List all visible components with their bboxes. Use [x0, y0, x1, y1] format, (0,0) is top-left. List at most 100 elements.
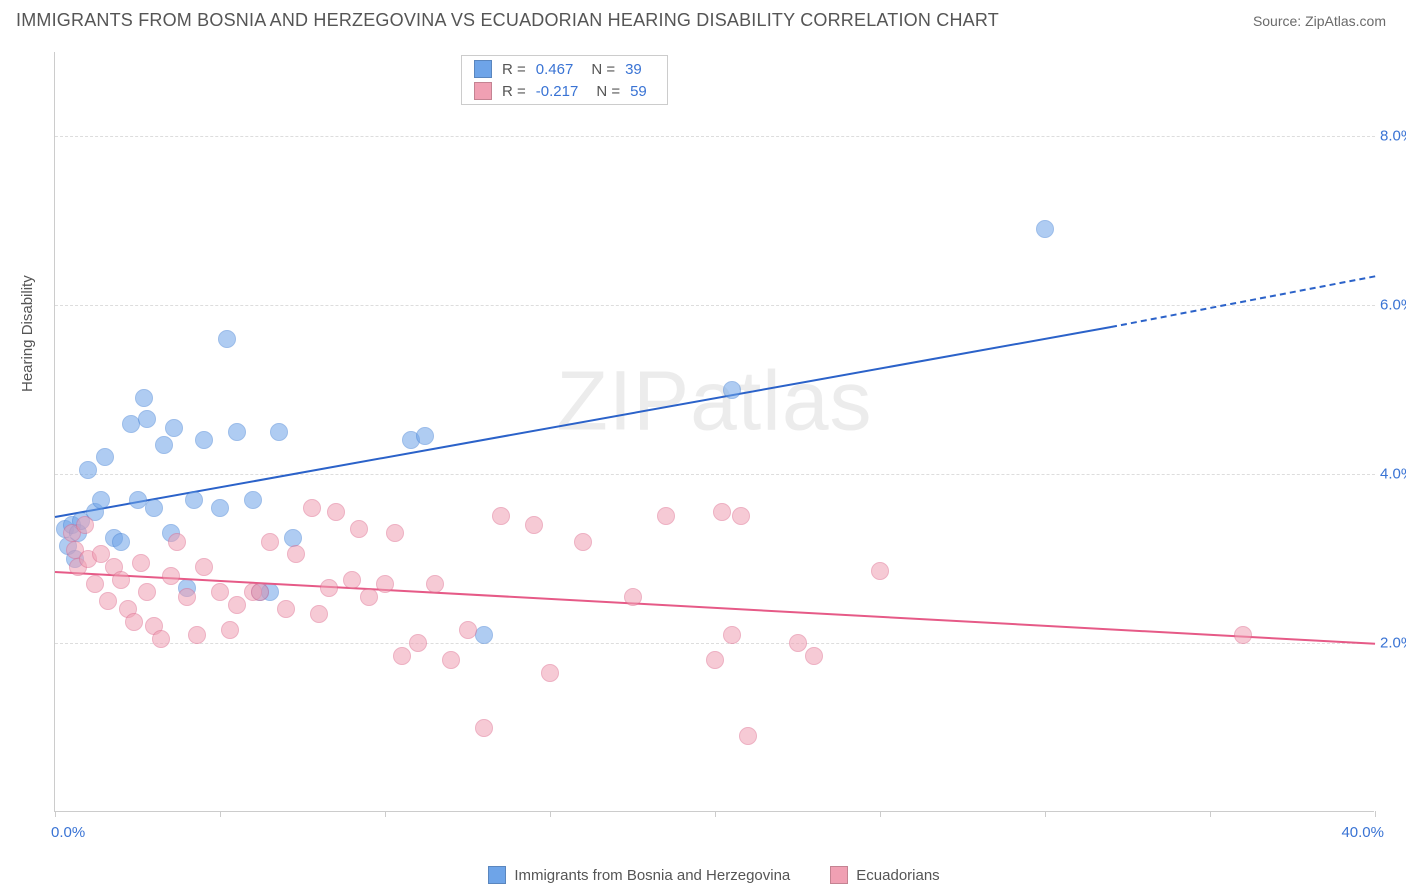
data-point: [303, 499, 321, 517]
data-point: [713, 503, 731, 521]
stat-n-value: 59: [630, 83, 647, 100]
y-tick-label: 8.0%: [1380, 128, 1406, 145]
data-point: [376, 575, 394, 593]
stat-row: R =-0.217N =59: [462, 80, 667, 102]
data-point: [221, 621, 239, 639]
data-point: [96, 448, 114, 466]
data-point: [155, 436, 173, 454]
stat-n-label: N =: [591, 61, 615, 78]
trend-line: [55, 326, 1111, 518]
data-point: [871, 562, 889, 580]
source-attribution: Source: ZipAtlas.com: [1253, 13, 1386, 29]
data-point: [723, 626, 741, 644]
gridline: [55, 305, 1375, 306]
data-point: [426, 575, 444, 593]
data-point: [129, 491, 147, 509]
x-tick: [220, 811, 221, 817]
trend-line: [55, 571, 1375, 645]
data-point: [789, 634, 807, 652]
x-tick: [1375, 811, 1376, 817]
data-point: [492, 507, 510, 525]
data-point: [393, 647, 411, 665]
data-point: [442, 651, 460, 669]
x-tick: [1045, 811, 1046, 817]
x-tick: [550, 811, 551, 817]
data-point: [805, 647, 823, 665]
data-point: [475, 626, 493, 644]
x-axis-min-label: 0.0%: [51, 824, 85, 841]
legend-item: Ecuadorians: [830, 866, 939, 884]
y-tick-label: 6.0%: [1380, 297, 1406, 314]
data-point: [125, 613, 143, 631]
data-point: [416, 427, 434, 445]
legend-item: Immigrants from Bosnia and Herzegovina: [488, 866, 790, 884]
data-point: [211, 583, 229, 601]
data-point: [228, 423, 246, 441]
data-point: [112, 571, 130, 589]
data-point: [244, 491, 262, 509]
series-swatch: [830, 866, 848, 884]
data-point: [211, 499, 229, 517]
stat-n-label: N =: [596, 83, 620, 100]
data-point: [739, 727, 757, 745]
data-point: [138, 410, 156, 428]
x-axis-max-label: 40.0%: [1341, 824, 1384, 841]
legend-label: Ecuadorians: [856, 867, 939, 884]
data-point: [541, 664, 559, 682]
data-point: [99, 592, 117, 610]
data-point: [92, 491, 110, 509]
data-point: [284, 529, 302, 547]
watermark: ZIPatlas: [556, 353, 872, 450]
data-point: [327, 503, 345, 521]
data-point: [178, 588, 196, 606]
data-point: [343, 571, 361, 589]
x-tick: [1210, 811, 1211, 817]
data-point: [350, 520, 368, 538]
data-point: [195, 431, 213, 449]
data-point: [79, 461, 97, 479]
stat-r-value: 0.467: [536, 61, 574, 78]
gridline: [55, 474, 1375, 475]
data-point: [152, 630, 170, 648]
series-legend: Immigrants from Bosnia and Herzegovina Ec…: [54, 866, 1374, 884]
stat-r-label: R =: [502, 83, 526, 100]
data-point: [475, 719, 493, 737]
series-swatch: [474, 82, 492, 100]
stat-row: R =0.467N =39: [462, 58, 667, 80]
y-tick-label: 2.0%: [1380, 635, 1406, 652]
chart-title: IMMIGRANTS FROM BOSNIA AND HERZEGOVINA V…: [16, 10, 999, 31]
data-point: [76, 516, 94, 534]
data-point: [1036, 220, 1054, 238]
data-point: [386, 524, 404, 542]
data-point: [624, 588, 642, 606]
data-point: [132, 554, 150, 572]
data-point: [195, 558, 213, 576]
data-point: [1234, 626, 1252, 644]
data-point: [320, 579, 338, 597]
data-point: [574, 533, 592, 551]
y-axis-title: Hearing Disability: [19, 275, 36, 392]
data-point: [145, 499, 163, 517]
stat-legend-box: R =0.467N =39R =-0.217N =59: [461, 55, 668, 105]
plot-area: ZIPatlas Hearing Disability 0.0% 40.0% R…: [54, 52, 1374, 812]
data-point: [270, 423, 288, 441]
data-point: [122, 415, 140, 433]
chart-container: ZIPatlas Hearing Disability 0.0% 40.0% R…: [54, 52, 1394, 852]
data-point: [162, 567, 180, 585]
data-point: [112, 533, 130, 551]
data-point: [459, 621, 477, 639]
data-point: [409, 634, 427, 652]
data-point: [165, 419, 183, 437]
data-point: [525, 516, 543, 534]
data-point: [228, 596, 246, 614]
data-point: [218, 330, 236, 348]
x-tick: [55, 811, 56, 817]
data-point: [261, 533, 279, 551]
gridline: [55, 643, 1375, 644]
data-point: [310, 605, 328, 623]
data-point: [86, 575, 104, 593]
gridline: [55, 136, 1375, 137]
legend-label: Immigrants from Bosnia and Herzegovina: [514, 867, 790, 884]
series-swatch: [488, 866, 506, 884]
trend-line: [1111, 276, 1375, 329]
